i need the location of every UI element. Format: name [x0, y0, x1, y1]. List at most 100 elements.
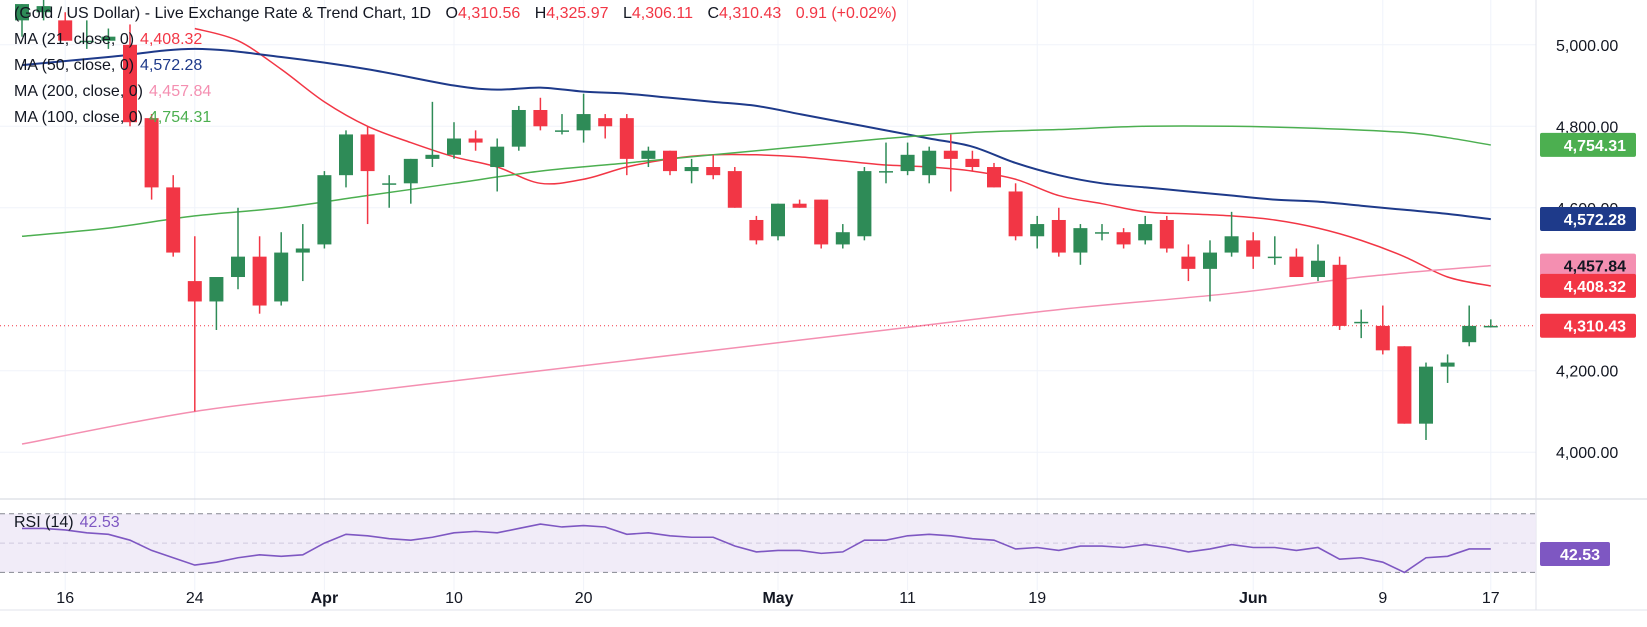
candle-body	[1289, 256, 1304, 278]
candle-body	[490, 146, 505, 168]
candle-body	[900, 154, 915, 172]
candle-body	[1375, 325, 1390, 351]
price-tags: 4,754.31 4,572.28 4,457.84 4,408.32 4,310.43…	[1540, 132, 1636, 567]
grid-layer	[0, 0, 1647, 611]
x-tick-label: 24	[186, 590, 204, 607]
candles	[15, 0, 1498, 440]
candle-body	[598, 118, 613, 127]
candle-body	[15, 4, 29, 21]
x-tick-label: 17	[1482, 590, 1500, 607]
candle-body	[339, 134, 353, 176]
moving-averages	[0, 27, 1536, 445]
close-key: C	[707, 5, 720, 22]
candle-body	[792, 203, 807, 208]
price-tag	[1540, 313, 1636, 338]
x-tick-label: 20	[575, 590, 593, 607]
indicator-ma200[interactable]: MA (200, close, 0) 4,457.84	[14, 82, 211, 102]
x-tick-label: 16	[56, 590, 74, 607]
candle-body	[58, 20, 73, 41]
ma-line	[21, 125, 1491, 238]
indicator-rsi[interactable]: RSI (14) 42.53	[14, 513, 120, 533]
candle-body	[123, 44, 137, 123]
candle-body	[619, 118, 634, 159]
indicator-value: 4,457.84	[148, 83, 212, 100]
candle-body	[749, 219, 764, 241]
ma-line	[194, 27, 1491, 287]
candle-body	[1267, 256, 1282, 259]
rsi-value: 42.53	[79, 514, 120, 531]
candle-body	[555, 130, 569, 132]
price-tag-label: 4,572.28	[1564, 212, 1626, 229]
rsi-pane	[0, 513, 1536, 574]
x-tick-label: 9	[1378, 590, 1387, 607]
x-tick-label: Jun	[1239, 590, 1267, 607]
candle-body	[468, 138, 483, 143]
candle-body	[1203, 252, 1217, 269]
candle-body	[1440, 362, 1455, 367]
candle-body	[533, 109, 548, 127]
candle-body	[1462, 325, 1477, 343]
y-tick-label: 4,200.00	[1556, 364, 1618, 381]
price-tag-label: 4,457.84	[1564, 259, 1626, 276]
x-tick-label: 10	[445, 590, 463, 607]
ma-line	[21, 264, 1491, 445]
price-tag-label: 4,754.31	[1564, 138, 1626, 155]
candle-body	[144, 118, 159, 188]
candle-body	[1159, 219, 1174, 249]
candle-body	[663, 150, 677, 172]
candle-body	[252, 256, 267, 306]
candle-body	[511, 109, 526, 147]
candle-body	[857, 171, 872, 237]
candle-body	[187, 281, 202, 302]
candle-body	[1138, 224, 1153, 241]
candle-body	[79, 40, 94, 43]
candle-body	[1116, 232, 1131, 245]
indicator-ma50[interactable]: MA (50, close, 0) 4,572.28	[14, 56, 202, 76]
price-tag	[1540, 132, 1636, 157]
candle-body	[1095, 232, 1109, 234]
indicator-ma21[interactable]: MA (21, close, 0) 4,408.32	[14, 30, 202, 50]
price-tag-label: 4,310.43	[1564, 319, 1626, 336]
high-key: H	[534, 5, 547, 22]
candle-body	[1224, 236, 1239, 253]
indicator-value: 4,754.31	[148, 109, 212, 126]
candle-body	[317, 175, 332, 245]
candle-body	[274, 252, 289, 302]
y-tick-label: 4,000.00	[1556, 445, 1618, 462]
open-value: 4,310.56	[457, 5, 521, 22]
chart-title: (Gold / US Dollar) - Live Exchange Rate …	[14, 5, 432, 22]
candle-body	[922, 150, 937, 176]
indicator-label: MA (100, close, 0)	[14, 109, 143, 126]
chart-header: (Gold / US Dollar) - Live Exchange Rate …	[14, 4, 897, 24]
y-tick-label: 5,000.00	[1556, 38, 1618, 55]
candle-body	[684, 167, 699, 172]
price-tag	[1540, 207, 1636, 232]
rsi-label: RSI (14)	[14, 514, 74, 531]
candle-body	[1073, 228, 1088, 253]
candle-body	[1332, 264, 1347, 326]
candle-body	[965, 158, 980, 168]
candle-body	[101, 36, 116, 41]
ma-line	[21, 47, 1491, 221]
candle-body	[1246, 240, 1261, 257]
candle-body	[1483, 325, 1498, 328]
candle-body	[1030, 224, 1045, 237]
rsi-line	[22, 523, 1491, 574]
candle-body	[1311, 260, 1325, 278]
high-value: 4,325.97	[546, 5, 609, 22]
candle-body	[706, 167, 721, 176]
candle-body	[641, 150, 656, 159]
change-value: 0.91 (+0.02%)	[795, 5, 897, 22]
indicator-ma100[interactable]: MA (100, close, 0) 4,754.31	[14, 108, 211, 128]
candle-body	[987, 167, 1001, 188]
candle-body	[1181, 256, 1196, 269]
price-tag-label: 4,408.32	[1564, 279, 1626, 296]
low-key: L	[623, 5, 632, 22]
candle-body	[209, 277, 224, 302]
candle-body	[447, 138, 461, 155]
x-tick-label: Apr	[311, 590, 339, 607]
candle-body	[1419, 366, 1433, 424]
candle-body	[1354, 321, 1369, 324]
